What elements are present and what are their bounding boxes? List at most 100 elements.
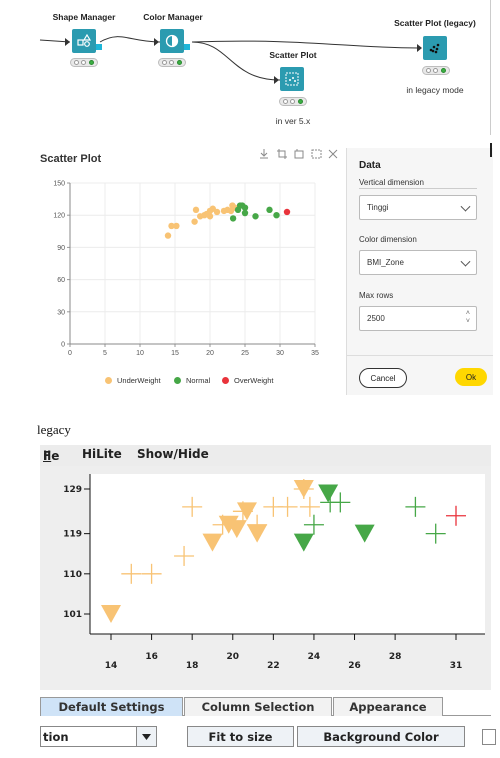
data-point[interactable] [252,213,259,220]
legacy-triangle-point[interactable] [202,533,223,552]
legacy-x-tick-label: 24 [308,652,321,662]
data-point[interactable] [173,222,180,230]
color-dimension-label: Color dimension [359,235,417,244]
legacy-plus-point[interactable] [121,563,142,584]
scatter-plot-node[interactable] [280,67,304,91]
fit-to-size-button[interactable]: Fit to size [187,726,294,747]
max-rows-input[interactable]: 2500 ˄ ˅ [359,306,477,331]
background-color-button[interactable]: Background Color [297,726,465,747]
node-status-scatter-legacy [422,66,450,75]
tab-default-settings[interactable]: Default Settings [40,697,183,716]
panel-title: Data [359,160,381,171]
legacy-mode-value: tion [43,729,69,744]
max-rows-label: Max rows [359,291,394,300]
stepper-icon[interactable]: ˄ ˅ [465,310,470,325]
legacy-plot-area: 129 119 110 101 14 16 18 20 22 24 26 28 31 [40,466,491,690]
workflow-canvas: Shape Manager Color Manager Scatter Plot… [0,0,500,135]
legacy-plus-point[interactable] [299,496,320,517]
scatter-legacy-node[interactable] [423,36,447,60]
combo-dropdown-button[interactable] [136,726,157,747]
legacy-x-tick-label: 31 [450,661,463,671]
legacy-triangle-point[interactable] [293,480,314,498]
tab-column-selection[interactable]: Column Selection [184,697,332,716]
legacy-plus-point[interactable] [330,492,351,513]
y-tick-label: 90 [57,245,65,252]
legacy-plus-point[interactable] [303,514,324,535]
legacy-plus-point[interactable] [174,545,195,566]
node-status-scatter-plot [279,97,307,106]
node-status-color-manager [158,58,186,67]
legacy-triangle-point[interactable] [236,502,257,521]
expand-icon[interactable] [328,149,338,159]
legacy-caption: legacy [37,422,71,437]
data-point[interactable] [168,222,175,230]
data-point[interactable] [191,218,198,225]
scatter-chart[interactable]: 0 30 60 90 120 150 0 5 10 15 20 25 30 35 [30,173,330,363]
node-label-color-manager: Color Manager [143,12,203,22]
vertical-dimension-select[interactable]: Tinggi [359,195,477,220]
color-manager-node[interactable] [160,29,184,53]
note-new-version: in ver 5.x [275,116,311,126]
data-point[interactable] [273,212,280,219]
x-tick-label: 5 [103,350,107,357]
chevron-down-icon [460,256,471,267]
legacy-mode-combo[interactable]: tion [40,726,157,747]
x-tick-label: 15 [171,350,179,357]
x-tick-label: 25 [241,350,249,357]
shape-manager-node[interactable] [72,29,96,53]
legacy-x-tick-label: 18 [186,661,199,671]
data-point[interactable] [206,213,214,220]
cancel-button[interactable]: Cancel [359,368,407,388]
legacy-x-tick-label: 28 [389,652,402,662]
data-point[interactable] [283,208,291,216]
legacy-x-tick-label: 20 [226,652,239,662]
scatter-icon [285,72,299,86]
data-point[interactable] [241,204,249,211]
legacy-triangle-point[interactable] [354,524,375,543]
legacy-triangle-point[interactable] [293,533,314,552]
legacy-triangle-point[interactable] [318,484,339,503]
data-point[interactable] [229,215,237,222]
legacy-plus-point[interactable] [446,505,466,526]
data-point[interactable] [241,209,249,217]
legacy-plus-point[interactable] [425,523,446,544]
legacy-controls: tion Fit to size Background Color [40,716,496,758]
color-dimension-select[interactable]: BMI_Zone [359,250,477,275]
legacy-plus-point[interactable] [405,496,426,517]
node-status-shape-manager [70,58,98,67]
legacy-triangle-point[interactable] [101,605,121,623]
data-point[interactable] [164,232,172,239]
zoom-icon[interactable] [311,149,322,159]
menu-hilite[interactable]: HiLite [82,447,122,461]
note-legacy-mode: in legacy mode [406,85,464,95]
settings-panel: Data Vertical dimension Tinggi Color dim… [346,148,493,395]
legacy-plus-point[interactable] [182,496,203,517]
menu-file-rest: ile [43,449,60,463]
checkbox[interactable] [482,729,496,745]
data-point[interactable] [266,206,273,214]
y-tick-label: 60 [57,277,65,284]
ok-button[interactable]: Ok [455,368,487,386]
x-tick-label: 0 [68,350,72,357]
download-icon[interactable] [260,149,268,159]
y-tick-label: 0 [61,342,65,349]
node-label-shape-manager: Shape Manager [52,12,116,22]
menu-show-hide[interactable]: Show/Hide [137,447,209,461]
legacy-triangle-point[interactable] [226,520,247,539]
crop-icon[interactable] [277,149,287,159]
legacy-triangle-point[interactable] [247,524,268,543]
legacy-y-tick-label: 119 [63,530,82,540]
data-point[interactable] [192,206,200,214]
chevron-down-icon [142,733,151,740]
legacy-tabbar: Default Settings Column Selection Appear… [40,696,491,716]
legacy-scatter-chart[interactable]: 129 119 110 101 14 16 18 20 22 24 26 28 31 [40,466,491,690]
x-tick-label: 10 [136,350,144,357]
node-label-scatter-plot: Scatter Plot [269,50,317,60]
tab-appearance[interactable]: Appearance [333,697,443,716]
legacy-plus-point[interactable] [277,496,298,517]
select-icon[interactable] [294,149,304,159]
legacy-plus-point[interactable] [141,563,162,584]
data-point[interactable] [213,208,221,216]
legacy-x-tick-label: 14 [105,661,118,671]
